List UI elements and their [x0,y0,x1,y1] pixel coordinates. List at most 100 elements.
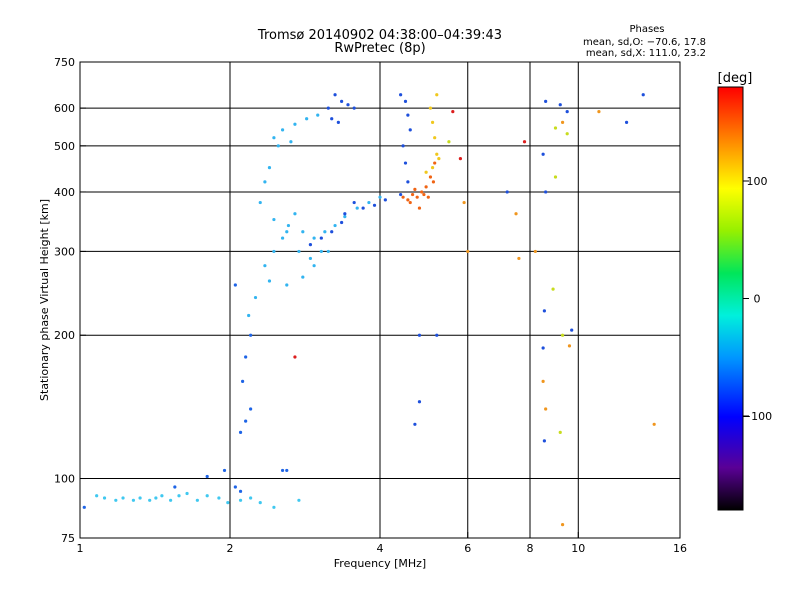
data-point [417,206,422,210]
data-point [154,496,158,500]
data-point [280,128,285,132]
data-point [114,498,118,502]
data-point [272,136,276,140]
data-point [285,468,289,473]
data-point [267,279,272,283]
data-point [205,494,209,498]
data-point [428,175,433,179]
data-point [522,140,527,144]
data-point [433,136,437,140]
data-point [131,498,136,502]
data-point [238,498,243,502]
data-point [424,185,428,189]
data-point [301,230,305,234]
data-point [249,407,253,411]
data-point [336,120,340,124]
x-axis-label: Frequency [MHz] [334,557,426,570]
data-point [431,180,436,184]
data-point [352,106,356,110]
data-point [247,313,251,318]
y-tick-label: 400 [54,186,75,199]
data-point [420,190,424,194]
data-point [330,230,334,234]
data-point [514,212,518,216]
colorbar-tick-label: −100 [742,410,772,423]
data-point [222,468,227,473]
data-point [560,120,565,124]
data-point [435,93,439,97]
data-point [361,206,365,210]
data-point [383,198,387,202]
data-point [340,220,344,225]
data-point [624,120,629,124]
data-point [533,249,537,254]
data-point [241,379,245,383]
data-point [272,249,276,254]
data-point [258,501,262,505]
y-tick-label: 100 [54,473,75,486]
data-point [433,161,437,165]
data-point [570,328,574,332]
x-tick-label: 1 [77,542,84,555]
colorbar [717,86,744,511]
phase-stats-x: mean, sd,X: 111.0, 23.2 [586,48,706,59]
x-tick-label: 2 [227,542,234,555]
x-tick-label: 4 [377,542,384,555]
data-point [505,190,509,194]
data-point [263,180,267,184]
data-point [544,190,548,194]
y-tick-label: 75 [61,532,75,545]
x-tick-label: 16 [673,542,687,555]
data-point [249,333,253,337]
data-point [238,430,243,434]
data-point [435,152,439,156]
data-point [553,126,558,130]
data-point [233,485,237,489]
data-point [430,120,435,124]
data-point [410,192,415,197]
data-point [285,283,289,287]
data-point [406,113,410,117]
data-point [437,157,441,161]
data-point [333,93,337,97]
data-point [652,422,656,426]
data-point [430,166,435,170]
data-point [326,249,330,254]
data-point [558,103,562,107]
data-point [276,144,280,148]
data-point [560,523,565,527]
data-point [565,132,569,136]
data-point [544,407,548,411]
grid [80,62,680,538]
data-point [301,275,305,279]
data-point [355,206,359,210]
colorbar-tick-label: 0 [754,293,761,306]
data-point [641,93,645,97]
data-point [372,203,377,207]
data-point [340,99,344,103]
data-point [558,430,562,434]
data-point [343,215,347,219]
data-points [82,93,656,527]
data-point [82,505,86,509]
data-point [565,110,569,114]
colorbar-tick-label: 100 [747,175,768,188]
colorbar-label: [deg] [718,71,753,86]
x-tick-label: 6 [464,542,471,555]
data-point [406,180,410,184]
data-point [121,496,125,500]
data-point [553,175,558,179]
data-point [244,355,248,359]
data-point [102,496,107,500]
data-point [244,419,248,423]
data-point [422,192,426,197]
data-point [466,249,470,254]
phase-stats-o: mean, sd,O: −70.6, 17.8 [583,37,706,48]
data-point [403,161,408,165]
phase-stats-title: Phases [629,24,664,35]
y-axis-label: Stationary phase Virtual Height [km] [38,199,51,401]
data-point [447,140,451,144]
data-point [458,157,463,161]
data-point [401,195,405,199]
